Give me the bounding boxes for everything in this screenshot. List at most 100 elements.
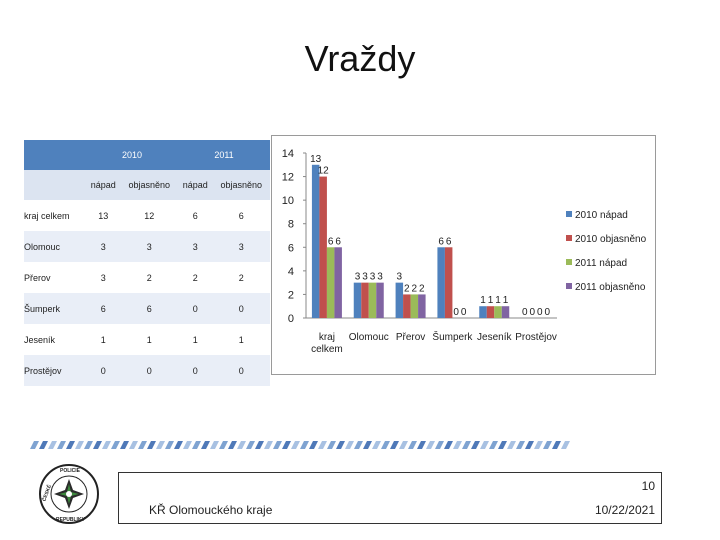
police-logo: POLICIE ČESKÉ REPUBLIKY — [39, 464, 99, 524]
stripe-segment — [435, 441, 444, 449]
stripe-segment — [165, 441, 174, 449]
table-cell: 12 — [120, 200, 178, 231]
table-cell: 1 — [120, 324, 178, 355]
bar — [311, 164, 320, 318]
table-cell: 6 — [177, 200, 213, 231]
stripe-segment — [264, 441, 273, 449]
y-tick-label: 0 — [288, 313, 294, 325]
stripe-segment — [525, 441, 534, 449]
data-label: 1 — [488, 295, 494, 306]
stripe-segment — [480, 441, 489, 449]
stripe-segment — [327, 441, 336, 449]
table-cell: 0 — [212, 293, 270, 324]
table-cell: 6 — [212, 200, 270, 231]
legend-swatch — [566, 235, 572, 241]
stripe-segment — [75, 441, 84, 449]
stripe-segment — [444, 441, 453, 449]
data-label: 1 — [503, 295, 509, 306]
y-tick-label: 2 — [288, 289, 294, 301]
stripe-segment — [399, 441, 408, 449]
table-cell: 3 — [86, 231, 121, 262]
stripe-segment — [300, 441, 309, 449]
data-label: 3 — [370, 272, 376, 283]
table-cell: 2 — [177, 262, 213, 293]
slide-date: 10/22/2021 — [594, 503, 655, 517]
bar — [361, 282, 369, 318]
stripe-segment — [426, 441, 435, 449]
stripe-segment — [84, 441, 93, 449]
data-label: 0 — [453, 307, 459, 318]
bar — [410, 294, 419, 318]
data-label: 3 — [362, 272, 368, 283]
slide-title: Vraždy — [304, 38, 416, 79]
table-cell: 6 — [120, 293, 178, 324]
table-cell: 1 — [212, 324, 270, 355]
stripe-segment — [201, 441, 210, 449]
data-table: 2010 2011 nápad objasněno nápad objasněn… — [24, 140, 270, 386]
row-label: Přerov — [24, 262, 86, 293]
data-label: 2 — [419, 283, 425, 294]
bar — [326, 247, 335, 318]
stripe-segment — [408, 441, 417, 449]
table-row: Šumperk 6 6 0 0 — [24, 293, 270, 324]
data-label: 3 — [377, 272, 383, 283]
table-row: Jeseník 1 1 1 1 — [24, 324, 270, 355]
x-tick-label: Šumperk — [432, 330, 473, 343]
stripe-segment — [417, 441, 426, 449]
stripe-segment — [138, 441, 147, 449]
stripe-segment — [192, 441, 201, 449]
table-subheader: nápad objasněno nápad objasněno — [24, 170, 270, 200]
stripe-segment — [228, 441, 237, 449]
data-label: 6 — [438, 236, 444, 247]
data-label: 6 — [328, 236, 334, 247]
y-tick-label: 10 — [282, 195, 294, 207]
table-row: kraj celkem 13 12 6 6 — [24, 200, 270, 231]
stripe-segment — [363, 441, 372, 449]
table-cell: 6 — [86, 293, 121, 324]
bar — [395, 282, 404, 318]
data-label: 3 — [397, 272, 403, 283]
x-tick-label: Jeseník — [477, 332, 512, 343]
bar — [494, 306, 502, 318]
bar — [319, 176, 327, 318]
stripe-segment — [48, 441, 57, 449]
bar — [353, 282, 362, 318]
bar — [368, 282, 377, 318]
stripe-segment — [156, 441, 165, 449]
x-tick-label: Prostějov — [515, 332, 557, 343]
data-label: 1 — [480, 295, 486, 306]
data-label: 2 — [412, 283, 418, 294]
x-tick-label: Olomouc — [349, 332, 389, 343]
table-cell: 3 — [177, 231, 213, 262]
stripe-segment — [462, 441, 471, 449]
table-cell: 3 — [86, 262, 121, 293]
table-cell: 13 — [86, 200, 121, 231]
table-subheader-blank — [24, 170, 86, 200]
table-cell: 2 — [120, 262, 178, 293]
subheader-2010-objasneno: objasněno — [120, 170, 178, 200]
stripe-segment — [147, 441, 156, 449]
stripe-segment — [561, 441, 570, 449]
subheader-2011-napad: nápad — [177, 170, 213, 200]
stripe-segment — [57, 441, 66, 449]
row-label: Olomouc — [24, 231, 86, 262]
organization-name: KŘ Olomouckého kraje — [149, 503, 273, 517]
bar — [334, 247, 342, 318]
subheader-2011-objasneno: objasněno — [212, 170, 270, 200]
stripe-segment — [282, 441, 291, 449]
bar — [403, 294, 411, 318]
svg-text:REPUBLIKY: REPUBLIKY — [56, 517, 86, 523]
data-label: 0 — [545, 307, 551, 318]
row-label: Prostějov — [24, 355, 86, 386]
year-2010-header: 2010 — [86, 140, 178, 170]
x-tick-label: celkem — [311, 344, 343, 355]
stripe-segment — [354, 441, 363, 449]
legend-label: 2011 objasněno — [575, 282, 646, 293]
footer-box: 10 KŘ Olomouckého kraje 10/22/2021 — [118, 472, 662, 524]
stripe-segment — [183, 441, 192, 449]
table-cell: 3 — [212, 231, 270, 262]
bar — [444, 247, 453, 318]
bar — [437, 247, 445, 318]
data-label: 2 — [404, 283, 410, 294]
row-label: kraj celkem — [24, 200, 86, 231]
